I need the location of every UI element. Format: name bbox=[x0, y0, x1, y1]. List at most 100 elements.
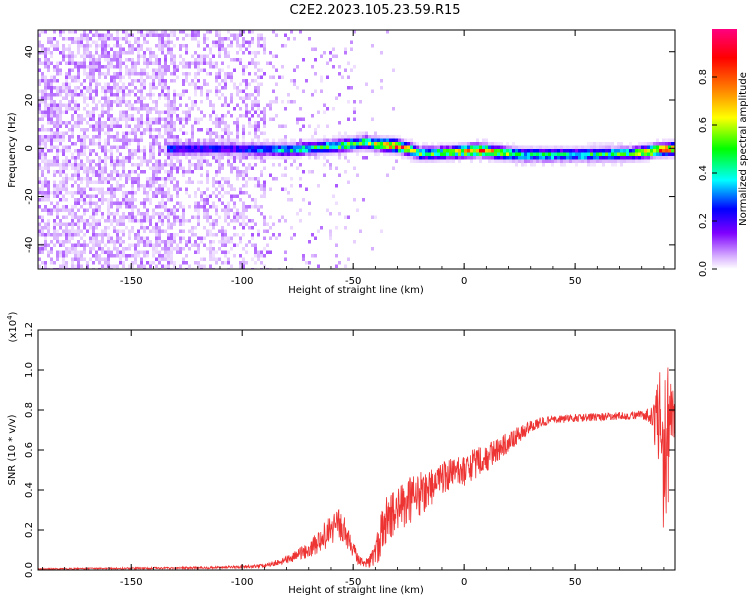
spectrogram-cell bbox=[170, 121, 173, 125]
spectrogram-cell bbox=[146, 47, 149, 51]
spectrogram-cell bbox=[362, 156, 365, 160]
spectrogram-cell bbox=[404, 142, 407, 146]
colorbar-gradient bbox=[712, 29, 737, 269]
spectrogram-cell bbox=[611, 145, 614, 149]
spectrogram-cell bbox=[80, 219, 83, 223]
spectrogram-cell bbox=[50, 138, 53, 142]
spectrogram-cell bbox=[656, 152, 659, 156]
spectrogram-cell bbox=[371, 117, 374, 121]
spectrogram-cell bbox=[251, 138, 254, 142]
spectrogram-cell bbox=[233, 219, 236, 223]
spectrogram-cell bbox=[179, 240, 182, 244]
spectrogram-cell bbox=[314, 236, 317, 240]
spectrogram-cell bbox=[188, 117, 191, 121]
spectrogram-cell bbox=[86, 128, 89, 132]
spectrogram-cell bbox=[50, 250, 53, 254]
spectrogram-cell bbox=[296, 121, 299, 125]
spectrogram-cell bbox=[617, 156, 620, 160]
spectrogram-cell bbox=[143, 82, 146, 86]
spectrogram-cell bbox=[191, 82, 194, 86]
spectrogram-cell bbox=[623, 159, 626, 163]
spectrogram-cell bbox=[128, 201, 131, 205]
spectrogram-cell bbox=[389, 149, 392, 153]
spectrogram-cell bbox=[593, 156, 596, 160]
spectrogram-cell bbox=[293, 149, 296, 153]
spectrogram-cell bbox=[650, 152, 653, 156]
spectrogram-cell bbox=[167, 264, 170, 268]
spectrogram-cell bbox=[80, 166, 83, 170]
spectrogram-cell bbox=[50, 142, 53, 146]
spectrogram-cell bbox=[296, 86, 299, 90]
spectrogram-cell bbox=[74, 166, 77, 170]
spectrogram-cell bbox=[242, 212, 245, 216]
spectrogram-cell bbox=[257, 156, 260, 160]
spectrogram-cell bbox=[608, 156, 611, 160]
spectrogram-cell bbox=[191, 149, 194, 153]
spectrogram-cell bbox=[140, 163, 143, 167]
spectrogram-cell bbox=[242, 152, 245, 156]
spectrogram-cell bbox=[242, 201, 245, 205]
spectrogram-cell bbox=[242, 226, 245, 230]
spectrogram-cell bbox=[173, 79, 176, 83]
spectrogram-cell bbox=[44, 226, 47, 230]
spectrogram-cell bbox=[287, 152, 290, 156]
spectrogram-cell bbox=[53, 47, 56, 51]
spectrogram-cell bbox=[164, 180, 167, 184]
spectrogram-cell bbox=[185, 121, 188, 125]
spectrogram-cell bbox=[617, 142, 620, 146]
spectrogram-cell bbox=[47, 37, 50, 41]
spectrogram-cell bbox=[194, 33, 197, 37]
spectrogram-cell bbox=[422, 156, 425, 160]
spectrogram-cell bbox=[455, 145, 458, 149]
spectrogram-cell bbox=[143, 159, 146, 163]
spectrogram-cell bbox=[101, 114, 104, 118]
spectrogram-cell bbox=[617, 159, 620, 163]
spectrogram-cell bbox=[89, 201, 92, 205]
spectrogram-cell bbox=[185, 152, 188, 156]
spectrogram-cell bbox=[164, 254, 167, 258]
spectrogram-cell bbox=[353, 145, 356, 149]
spectrogram-cell bbox=[74, 156, 77, 160]
spectrogram-cell bbox=[563, 149, 566, 153]
spectrogram-cell bbox=[443, 156, 446, 160]
spectrogram-cell bbox=[308, 261, 311, 265]
spectrogram-cell bbox=[41, 110, 44, 114]
spectrogram-cell bbox=[71, 257, 74, 261]
spectrogram-cell bbox=[44, 51, 47, 55]
spectrogram-cell bbox=[74, 180, 77, 184]
spectrogram-cell bbox=[86, 208, 89, 212]
spectrogram-cell bbox=[77, 93, 80, 97]
spectrogram-cell bbox=[512, 142, 515, 146]
spectrogram-cell bbox=[116, 40, 119, 44]
spectrogram-cell bbox=[161, 37, 164, 41]
spectrogram-cell bbox=[215, 173, 218, 177]
spectrogram-cell bbox=[137, 72, 140, 76]
spectrogram-cell bbox=[167, 117, 170, 121]
spectrogram-cell bbox=[623, 145, 626, 149]
spectrogram-cell bbox=[62, 250, 65, 254]
spectrogram-cell bbox=[173, 222, 176, 226]
spectrogram-cell bbox=[98, 131, 101, 135]
spectrogram-cell bbox=[89, 82, 92, 86]
spectrogram-cell bbox=[41, 226, 44, 230]
spectrogram-cell bbox=[68, 240, 71, 244]
spectrogram-cell bbox=[377, 152, 380, 156]
spectrogram-cell bbox=[101, 124, 104, 128]
spectrogram-cell bbox=[224, 208, 227, 212]
spectrogram-cell bbox=[203, 149, 206, 153]
spectrogram-cell bbox=[131, 44, 134, 48]
snr-x-ticks: -150 -100 -50 0 50 bbox=[42, 330, 665, 588]
spectrogram-cell bbox=[176, 219, 179, 223]
spectrogram-cell bbox=[485, 149, 488, 153]
spectrogram-cell bbox=[50, 61, 53, 65]
spectrogram-cell bbox=[191, 30, 194, 34]
spectrogram-cell bbox=[140, 170, 143, 174]
spectrogram-cell bbox=[179, 247, 182, 251]
spectrogram-cell bbox=[74, 107, 77, 111]
spectrogram-cell bbox=[161, 72, 164, 76]
spectrogram-cell bbox=[83, 107, 86, 111]
spectrogram-cell bbox=[590, 149, 593, 153]
spectrogram-cell bbox=[89, 30, 92, 34]
spectrogram-cell bbox=[62, 96, 65, 100]
spectrogram-cell bbox=[158, 44, 161, 48]
